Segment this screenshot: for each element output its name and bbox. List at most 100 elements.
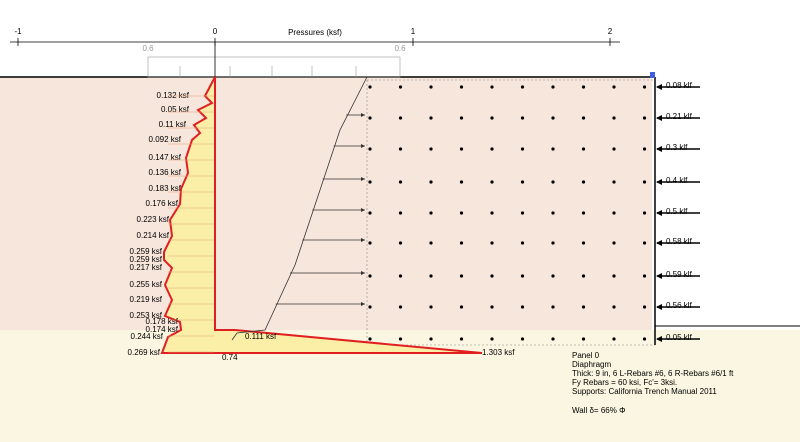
dot xyxy=(642,241,647,245)
load-head xyxy=(656,240,662,246)
dot xyxy=(520,85,525,89)
dot xyxy=(642,274,647,278)
pressure-label: 0.223 ksf xyxy=(137,215,170,224)
pressure-label: 0.259 ksf xyxy=(130,247,163,256)
panel-info: Panel 0 xyxy=(572,351,600,360)
dot xyxy=(612,337,616,341)
dot xyxy=(368,337,372,341)
dot xyxy=(520,274,525,278)
pressure-label: 0.244 ksf xyxy=(131,332,164,341)
pressure-label: 0.253 ksf xyxy=(130,311,163,320)
dot xyxy=(368,211,372,215)
dot xyxy=(398,305,403,309)
dot xyxy=(368,241,372,245)
load-head xyxy=(656,210,662,216)
dot xyxy=(551,180,555,184)
pressure-label: 0.255 ksf xyxy=(130,280,163,289)
dot xyxy=(429,85,433,89)
dot xyxy=(459,180,464,184)
dot xyxy=(490,211,494,215)
dot xyxy=(398,274,403,278)
dot xyxy=(368,116,372,120)
arrow-head xyxy=(361,113,365,117)
minor-label: 0.6 xyxy=(142,44,154,53)
dot xyxy=(520,116,525,120)
axis-title: Pressures (ksf) xyxy=(288,28,342,37)
dot xyxy=(642,180,647,184)
load-label: 0.3 klf xyxy=(666,143,688,152)
dot xyxy=(398,337,403,341)
dot xyxy=(520,180,525,184)
pressure-label: 0.178 ksf xyxy=(146,317,179,326)
panel-info: Fy Rebars = 60 ksi, Fc'= 3ksi. xyxy=(572,378,677,387)
arrow-head xyxy=(361,302,365,306)
dot xyxy=(490,85,494,89)
axis-tick-label: 0 xyxy=(213,27,218,36)
dot xyxy=(368,180,372,184)
dot xyxy=(581,180,586,184)
dot xyxy=(459,85,464,89)
arrow-head xyxy=(361,271,365,275)
dot xyxy=(581,241,586,245)
pressure-label: 0.11 ksf xyxy=(159,120,187,129)
dot xyxy=(398,147,403,151)
pressure-label: 0.269 ksf xyxy=(128,348,161,357)
dot xyxy=(490,116,494,120)
dot xyxy=(551,241,555,245)
dot xyxy=(398,180,403,184)
dot xyxy=(398,116,403,120)
dot xyxy=(581,211,586,215)
load-label: 0.21 klf xyxy=(666,112,693,121)
arrow-head xyxy=(361,144,365,148)
dot xyxy=(429,180,433,184)
dot xyxy=(459,274,464,278)
dot xyxy=(520,337,525,341)
dot xyxy=(642,85,647,89)
dot xyxy=(642,147,647,151)
load-head xyxy=(656,336,662,342)
dot xyxy=(429,305,433,309)
arrow-head xyxy=(361,238,365,242)
dot xyxy=(642,337,647,341)
dot xyxy=(459,116,464,120)
dot xyxy=(429,274,433,278)
dot xyxy=(459,305,464,309)
dot xyxy=(490,241,494,245)
dot xyxy=(551,305,555,309)
dot xyxy=(398,241,403,245)
passive-label: 0.74 xyxy=(222,353,238,362)
dot xyxy=(581,274,586,278)
pressure-label: 0.174 ksf xyxy=(146,325,179,334)
minor-label: 0.6 xyxy=(394,44,406,53)
dot xyxy=(368,147,372,151)
load-head xyxy=(656,115,662,121)
pressure-label: 0.259 ksf xyxy=(130,255,163,264)
pressure-label: 0.136 ksf xyxy=(149,168,182,177)
dot xyxy=(520,147,525,151)
load-label: 0.5 klf xyxy=(666,207,688,216)
dot xyxy=(612,180,616,184)
dot xyxy=(368,85,372,89)
pressure-label: 0.176 ksf xyxy=(146,199,179,208)
dot xyxy=(429,211,433,215)
dot xyxy=(520,211,525,215)
dot xyxy=(429,147,433,151)
panel-info: Diaphragm xyxy=(572,360,611,369)
load-head xyxy=(656,304,662,310)
dot xyxy=(581,337,586,341)
dot xyxy=(490,305,494,309)
dot xyxy=(520,305,525,309)
dot xyxy=(551,85,555,89)
dot xyxy=(490,274,494,278)
dot xyxy=(612,274,616,278)
dot xyxy=(551,116,555,120)
dot xyxy=(398,85,403,89)
dot xyxy=(581,147,586,151)
pressure-label: 0.217 ksf xyxy=(130,263,163,272)
load-label: 0.58 klf xyxy=(666,237,693,246)
dot xyxy=(398,211,403,215)
axis-tick-label: -1 xyxy=(14,27,22,36)
dot xyxy=(459,211,464,215)
load-label: 0.08 klf xyxy=(666,81,693,90)
